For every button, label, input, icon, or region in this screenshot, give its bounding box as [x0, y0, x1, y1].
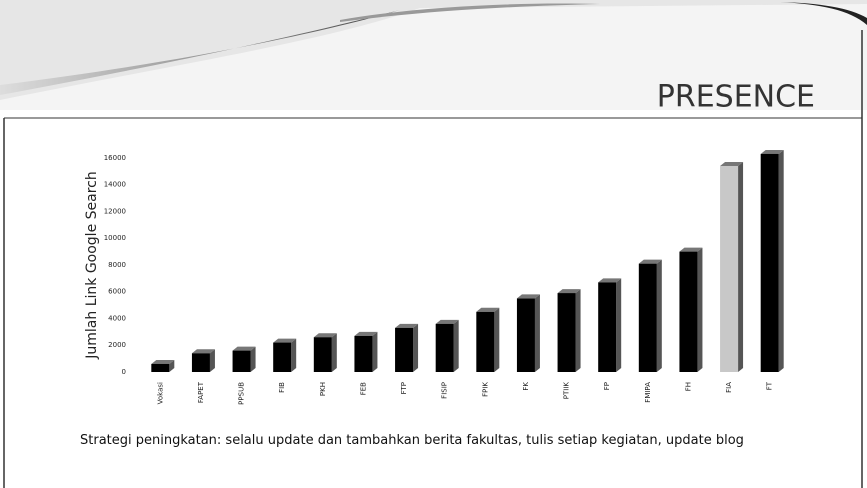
y-tick-label: 14000 [104, 181, 126, 189]
bar [720, 166, 739, 372]
y-tick-label: 16000 [104, 154, 126, 162]
bar [191, 353, 210, 372]
x-tick-label: FISIP [441, 382, 449, 399]
y-tick-label: 10000 [104, 234, 126, 242]
bar-top [151, 359, 175, 364]
y-axis-label: Jumlah Link Google Search [84, 171, 100, 359]
bar-top [557, 289, 581, 294]
bar [598, 282, 617, 372]
bar-top [313, 333, 337, 338]
bar-top [638, 259, 662, 264]
swoosh [340, 3, 600, 22]
bar-top [395, 323, 419, 328]
bar-top [476, 307, 500, 312]
bar-top [273, 338, 297, 343]
x-tick-label: FPIK [481, 382, 489, 397]
x-tick-label: FMIPA [644, 382, 652, 403]
x-tick-label: Vokasi [156, 382, 164, 404]
note: Strategi peningkatan: selalu update dan … [80, 433, 744, 448]
bar-side [209, 349, 215, 372]
bar [151, 363, 170, 372]
bar-top [435, 319, 459, 324]
x-tick-label: PKH [319, 382, 327, 396]
bar-side [738, 162, 744, 372]
bar-side [331, 333, 337, 372]
bar-side [169, 359, 175, 372]
swoosh [0, 10, 400, 95]
x-tick-label: FT [766, 381, 774, 390]
bar-side [291, 338, 297, 372]
bar-side [656, 259, 662, 372]
x-tick-label: FEB [359, 382, 367, 395]
bar [476, 311, 495, 372]
bar [516, 298, 535, 372]
bar-top [760, 149, 784, 154]
bar-side [372, 331, 378, 372]
bar [760, 153, 779, 372]
bar-top [191, 349, 215, 354]
bar [638, 263, 657, 372]
bar [557, 293, 576, 372]
y-tick-label: 2000 [108, 341, 126, 349]
bar-top [354, 331, 378, 336]
bar-side [413, 323, 419, 372]
bar-top [516, 294, 540, 299]
bar-side [494, 307, 500, 372]
y-tick-label: 0 [122, 368, 126, 376]
bar-side [778, 149, 784, 372]
bar [395, 327, 414, 372]
bar [313, 337, 332, 372]
x-tick-label: FIA [725, 382, 733, 393]
bar-side [575, 289, 581, 372]
swoosh [780, 2, 867, 25]
bar-side [534, 294, 540, 372]
bar [679, 251, 698, 372]
bar-top [679, 247, 703, 252]
swoosh [0, 0, 867, 100]
x-tick-label: PPSUB [238, 382, 246, 405]
x-tick-label: FIB [278, 382, 286, 393]
bar [273, 342, 292, 372]
y-tick-label: 4000 [108, 314, 126, 322]
bar-top [232, 346, 256, 351]
bar-top [598, 278, 622, 283]
y-tick-label: 8000 [108, 261, 126, 269]
x-tick-label: FH [684, 382, 692, 391]
bar [354, 335, 373, 372]
x-tick-label: FAPET [197, 381, 205, 403]
x-tick-label: FP [603, 382, 611, 390]
x-tick-label: FTP [400, 382, 408, 394]
bar [232, 350, 251, 372]
y-tick-label: 6000 [108, 288, 126, 296]
bar-side [616, 278, 622, 372]
bar [435, 323, 454, 372]
bar-side [697, 247, 703, 372]
y-tick-label: 12000 [104, 207, 126, 215]
bar-side [453, 319, 459, 372]
bar-side [250, 346, 256, 372]
slide-title: PRESENCE [657, 80, 815, 115]
bar-top [720, 162, 744, 167]
x-tick-label: PTIIK [563, 382, 571, 400]
x-tick-label: FK [522, 382, 530, 391]
